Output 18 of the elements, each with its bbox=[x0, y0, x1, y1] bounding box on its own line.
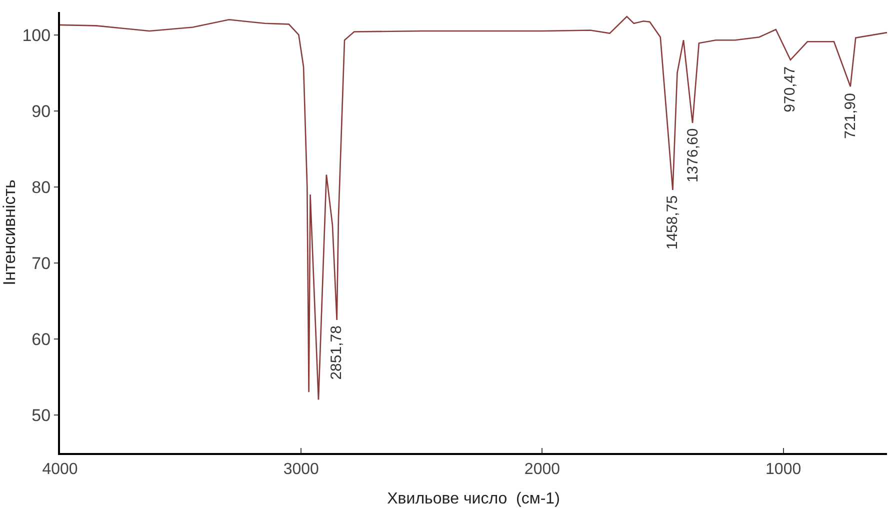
y-tick-label: 60 bbox=[32, 330, 51, 349]
x-tick-label: 2000 bbox=[524, 461, 560, 478]
x-tick-label: 3000 bbox=[283, 461, 320, 478]
y-tick-label: 50 bbox=[32, 406, 51, 425]
annotation: 970,47 bbox=[782, 66, 799, 112]
annotation: 1376,60 bbox=[684, 128, 702, 183]
y-tick-label: 100 bbox=[22, 26, 51, 45]
x-tick-label: 4000 bbox=[42, 461, 78, 478]
annotation: 2851,78 bbox=[328, 326, 345, 380]
y-axis-title: Інтенсивність bbox=[0, 179, 19, 286]
y-tick-label: 80 bbox=[32, 178, 51, 197]
annotation: 721,90 bbox=[842, 93, 859, 139]
x-tick-label: 1000 bbox=[766, 461, 802, 478]
y-tick-label: 70 bbox=[32, 254, 51, 273]
x-axis-title: Хвильове число (см-1) bbox=[387, 490, 560, 508]
line-series bbox=[60, 16, 887, 400]
annotation: 1458,75 bbox=[664, 195, 681, 250]
y-tick-label: 90 bbox=[32, 102, 51, 121]
